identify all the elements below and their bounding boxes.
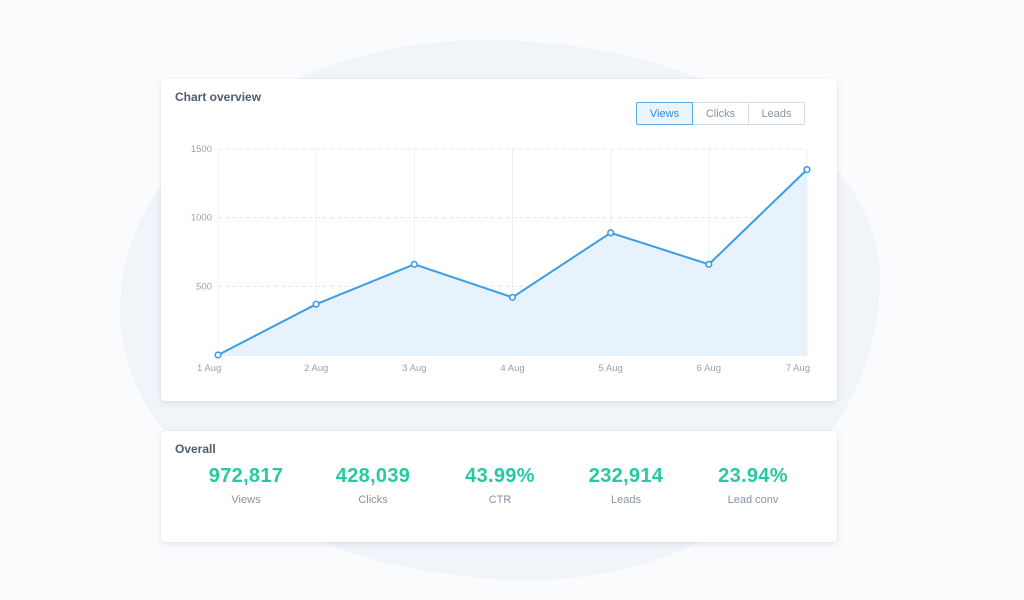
stat-label: CTR [488, 494, 512, 506]
stat-value: 232,914 [588, 465, 664, 487]
views-line-chart: 500 1000 1500 1 Aug 2 Aug 3 Aug 4 Aug 5 Aug 6 Au… [191, 144, 811, 374]
stat-views: 972,817 Views [181, 465, 311, 506]
y-tick-label: 500 [196, 281, 212, 292]
data-point [312, 300, 320, 308]
stat-value: 43.99% [465, 465, 535, 487]
data-point [410, 260, 418, 268]
x-tick-label: 2 Aug [304, 363, 328, 374]
x-tick-label: 6 Aug [697, 363, 721, 374]
overall-card: Overall 972,817 Views 428,039 Clicks 43.… [161, 431, 837, 542]
y-tick-label: 1500 [191, 144, 212, 155]
stats-row: 972,817 Views 428,039 Clicks 43.99% CTR … [161, 465, 837, 525]
stat-clicks: 428,039 Clicks [308, 465, 438, 506]
chart-card-title: Chart overview [175, 90, 262, 104]
stat-value: 23.94% [718, 465, 788, 487]
overall-card-title: Overall [175, 442, 216, 456]
stat-ctr: 43.99% CTR [435, 465, 565, 506]
x-tick-label: 4 Aug [500, 363, 524, 374]
stat-label: Leads [611, 494, 641, 506]
metric-tab-group: Views Clicks Leads [636, 102, 805, 125]
data-point [214, 351, 222, 359]
stat-lead-conv: 23.94% Lead conv [688, 465, 818, 506]
stat-label: Lead conv [727, 494, 779, 506]
data-point [803, 165, 811, 174]
x-tick-label: 3 Aug [402, 363, 426, 374]
stat-label: Views [231, 494, 261, 506]
data-point [607, 229, 615, 237]
data-point [508, 293, 517, 301]
stat-leads: 232,914 Leads [561, 465, 691, 506]
tab-clicks[interactable]: Clicks [692, 102, 749, 125]
tab-leads[interactable]: Leads [748, 102, 805, 125]
series-area [218, 169, 807, 355]
data-point [705, 260, 713, 268]
tab-views[interactable]: Views [636, 102, 693, 125]
y-tick-label: 1000 [191, 213, 212, 224]
x-tick-label: 5 Aug [599, 363, 623, 374]
stat-value: 428,039 [335, 465, 411, 487]
stat-value: 972,817 [208, 465, 284, 487]
chart-overview-card: Chart overview Views Clicks Leads 500 100… [161, 79, 837, 401]
x-tick-label: 1 Aug [197, 363, 221, 374]
stat-label: Clicks [358, 494, 388, 506]
x-tick-label: 7 Aug [786, 363, 810, 374]
